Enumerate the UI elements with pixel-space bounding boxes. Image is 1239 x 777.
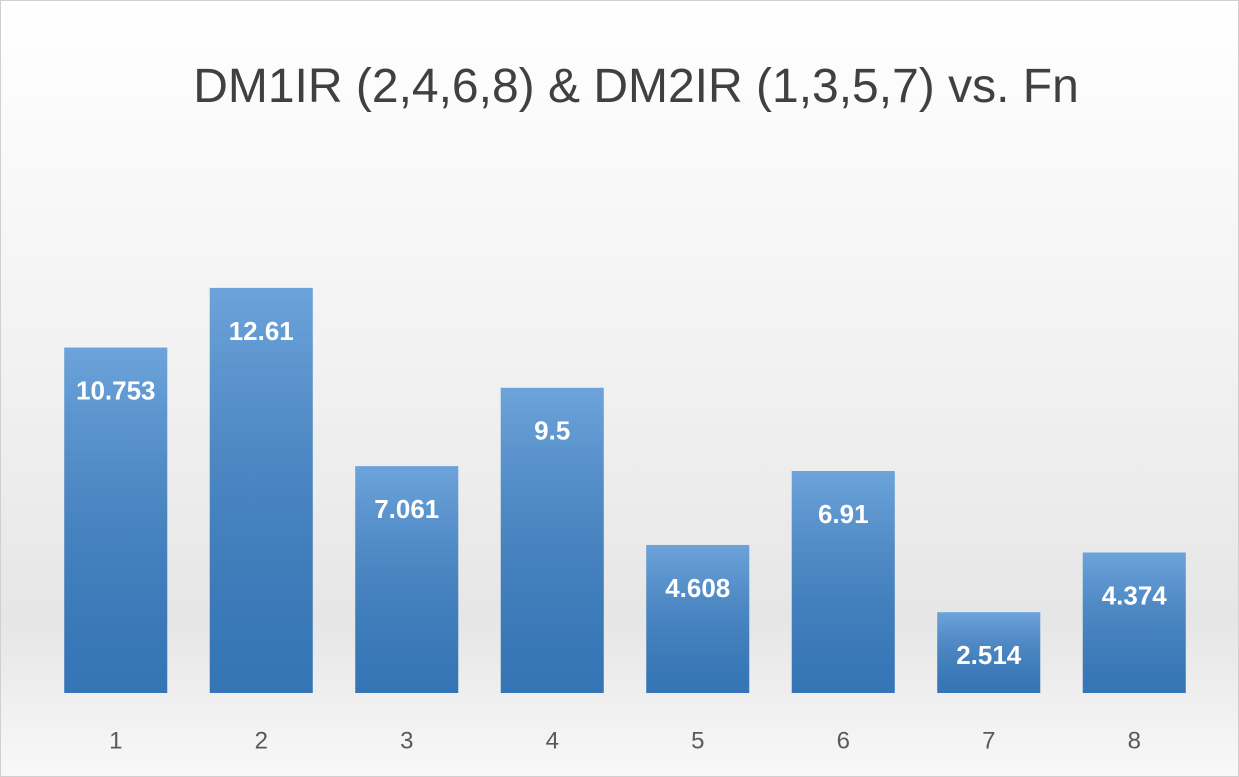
- x-tick-label: 6: [837, 727, 850, 754]
- data-label: 2.514: [956, 640, 1022, 670]
- bar: [209, 287, 313, 693]
- x-tick-label: 5: [691, 727, 704, 754]
- data-label: 4.374: [1102, 580, 1168, 610]
- data-label: 7.061: [374, 494, 439, 524]
- chart-title: DM1IR (2,4,6,8) & DM2IR (1,3,5,7) vs. Fn: [193, 60, 1079, 113]
- x-tick-label: 8: [1128, 727, 1141, 754]
- x-tick-label: 3: [400, 727, 413, 754]
- data-label: 6.91: [818, 499, 869, 529]
- data-label: 9.5: [534, 416, 570, 446]
- x-tick-label: 4: [546, 727, 559, 754]
- bar: [1082, 552, 1186, 693]
- x-tick-label: 7: [982, 727, 995, 754]
- data-label: 12.61: [229, 316, 294, 346]
- data-label: 10.753: [76, 375, 156, 405]
- x-tick-label: 1: [109, 727, 122, 754]
- data-label: 4.608: [665, 573, 730, 603]
- bar: [646, 544, 750, 693]
- x-tick-label: 2: [255, 727, 268, 754]
